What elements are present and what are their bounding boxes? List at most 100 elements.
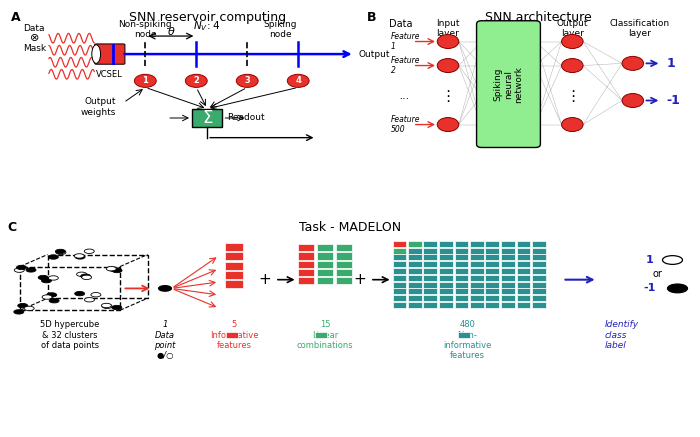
Bar	[501, 302, 514, 308]
Text: Non-spiking
node: Non-spiking node	[118, 20, 172, 39]
Circle shape	[112, 305, 122, 310]
Bar	[335, 244, 352, 251]
Bar	[298, 277, 314, 284]
Circle shape	[85, 298, 95, 302]
Circle shape	[662, 256, 682, 264]
Text: 3: 3	[244, 76, 250, 85]
Circle shape	[48, 276, 58, 280]
Bar	[335, 252, 352, 260]
Circle shape	[108, 267, 119, 271]
Bar	[454, 261, 468, 267]
Text: SNN architecture: SNN architecture	[485, 11, 592, 24]
Bar	[454, 254, 468, 260]
Bar	[486, 302, 499, 308]
Bar	[225, 253, 244, 260]
Bar	[298, 244, 314, 251]
FancyBboxPatch shape	[477, 21, 540, 148]
Bar	[439, 268, 453, 274]
Bar	[470, 268, 484, 274]
Text: 4: 4	[295, 76, 301, 85]
Bar	[532, 268, 545, 274]
Text: -1: -1	[644, 284, 656, 293]
Bar	[486, 281, 499, 288]
Bar	[486, 241, 499, 247]
Bar	[517, 241, 530, 247]
Circle shape	[56, 250, 66, 255]
Text: C: C	[8, 221, 17, 234]
Bar	[424, 248, 437, 253]
Text: -1: -1	[666, 94, 680, 107]
Bar	[454, 268, 468, 274]
Bar	[501, 295, 514, 301]
Circle shape	[158, 286, 172, 291]
Bar	[393, 275, 406, 281]
Bar	[454, 302, 468, 308]
Text: Readout: Readout	[228, 114, 265, 122]
Bar	[424, 295, 437, 301]
Bar	[298, 252, 314, 260]
Bar	[532, 302, 545, 308]
Bar	[439, 241, 453, 247]
Circle shape	[42, 295, 52, 299]
Bar	[517, 302, 530, 308]
Text: $\mathit{N_V}$: 4: $\mathit{N_V}$: 4	[193, 20, 221, 34]
Bar	[408, 241, 421, 247]
Bar	[393, 288, 406, 295]
FancyBboxPatch shape	[192, 109, 223, 127]
Bar	[424, 275, 437, 281]
Text: Feature
500: Feature 500	[391, 115, 421, 134]
Bar	[439, 254, 453, 260]
Circle shape	[75, 255, 85, 259]
Bar	[532, 295, 545, 301]
Bar	[501, 261, 514, 267]
Text: ⊗: ⊗	[29, 33, 39, 43]
Bar	[424, 268, 437, 274]
Circle shape	[668, 284, 687, 293]
Bar	[20, 267, 120, 310]
Text: Spiking
neural
network: Spiking neural network	[494, 66, 524, 103]
Text: Classification
layer: Classification layer	[610, 18, 670, 38]
Bar	[408, 261, 421, 267]
Circle shape	[47, 293, 57, 297]
Circle shape	[75, 291, 85, 296]
Bar	[470, 302, 484, 308]
Circle shape	[26, 268, 36, 272]
Bar	[408, 248, 421, 253]
Bar	[486, 275, 499, 281]
Bar	[532, 261, 545, 267]
Text: +: +	[258, 272, 272, 287]
Text: Output
weights: Output weights	[80, 97, 116, 117]
Bar	[470, 248, 484, 253]
Text: 1
Data
point
●/○: 1 Data point ●/○	[154, 320, 176, 360]
Bar	[486, 288, 499, 295]
Text: 1: 1	[666, 57, 676, 70]
Bar	[225, 271, 244, 279]
Bar	[408, 288, 421, 295]
Circle shape	[55, 249, 65, 253]
Bar	[393, 268, 406, 274]
Bar	[335, 269, 352, 276]
Text: ...: ...	[399, 91, 409, 101]
Text: $\Sigma$: $\Sigma$	[202, 109, 213, 127]
Bar	[393, 254, 406, 260]
Bar	[532, 241, 545, 247]
Bar	[393, 248, 406, 253]
Text: 5D hypercube
& 32 clusters
of data points: 5D hypercube & 32 clusters of data point…	[41, 320, 99, 350]
Circle shape	[49, 298, 60, 303]
Circle shape	[287, 74, 309, 87]
Bar	[470, 241, 484, 247]
Text: 480
Non-
informative
features: 480 Non- informative features	[443, 320, 491, 360]
Text: ⋮: ⋮	[565, 89, 580, 104]
Bar	[408, 275, 421, 281]
Text: ⋮: ⋮	[440, 89, 456, 104]
Bar	[501, 281, 514, 288]
Text: $\theta$: $\theta$	[167, 24, 175, 37]
Bar	[454, 295, 468, 301]
Text: Input
layer: Input layer	[436, 18, 460, 38]
Circle shape	[38, 275, 48, 280]
Circle shape	[14, 268, 24, 272]
Bar	[424, 254, 437, 260]
Bar	[424, 302, 437, 308]
Text: Data: Data	[24, 24, 45, 33]
Bar	[454, 248, 468, 253]
